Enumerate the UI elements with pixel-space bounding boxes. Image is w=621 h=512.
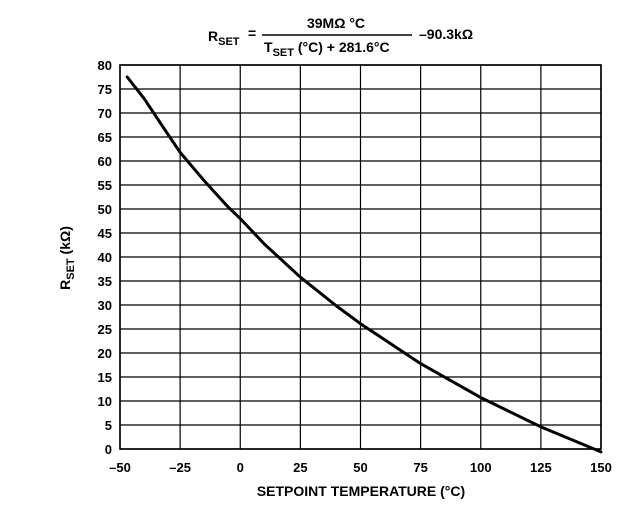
- formula-denominator-rest: (°C) + 281.6°C: [294, 39, 390, 55]
- y-tick-label: 40: [98, 250, 112, 265]
- y-tick-label: 30: [98, 298, 112, 313]
- y-tick-label: 35: [98, 274, 112, 289]
- grid-layer: [119, 64, 602, 450]
- y-tick-label: 75: [98, 82, 112, 97]
- formula-denominator: TSET (°C) + 281.6°C: [264, 39, 390, 59]
- x-tick-label: 150: [590, 460, 612, 475]
- y-tick-label: 15: [98, 370, 112, 385]
- series-layer: [125, 75, 603, 454]
- y-tick-label: 80: [98, 58, 112, 73]
- x-tick-label: 50: [353, 460, 367, 475]
- formula-lhs-sub: SET: [218, 36, 240, 48]
- y-tick-label: 65: [98, 130, 112, 145]
- y-axis-title: RSET (kΩ): [57, 226, 77, 290]
- formula-denominator-sub: SET: [273, 47, 295, 59]
- x-tick-labels: –50 –25 0 25 50 75 100 125 150: [109, 460, 612, 475]
- y-tick-label: 50: [98, 202, 112, 217]
- y-tick-label: 55: [98, 178, 112, 193]
- y-tick-label: 45: [98, 226, 112, 241]
- y-tick-label: 10: [98, 394, 112, 409]
- series-line: [125, 75, 603, 454]
- y-axis-title-sub: SET: [65, 258, 77, 280]
- y-axis-title-rest: (kΩ): [57, 226, 73, 258]
- x-tick-label: 125: [530, 460, 552, 475]
- formula-offset: –90.3kΩ: [419, 26, 473, 42]
- y-tick-label: 70: [98, 106, 112, 121]
- y-tick-label: 5: [105, 418, 112, 433]
- x-tick-label: 75: [413, 460, 427, 475]
- x-tick-label: 0: [237, 460, 244, 475]
- x-tick-label: 100: [470, 460, 492, 475]
- formula-lhs: RSET: [208, 28, 240, 48]
- x-tick-label: –25: [169, 460, 191, 475]
- y-tick-label: 20: [98, 346, 112, 361]
- formula: RSET = 39MΩ °C TSET (°C) + 281.6°C –90.3…: [208, 15, 473, 59]
- formula-numerator: 39MΩ °C: [307, 15, 365, 31]
- formula-equals: =: [248, 25, 256, 41]
- x-tick-label: –50: [109, 460, 131, 475]
- y-tick-label: 25: [98, 322, 112, 337]
- x-axis-title: SETPOINT TEMPERATURE (°C): [257, 483, 465, 499]
- x-tick-label: 25: [293, 460, 307, 475]
- y-tick-labels: 0 5 10 15 20 25 30 35 40 45 50 55 60 65 70 75 80: [98, 58, 112, 457]
- plot-frame: [119, 64, 602, 450]
- y-tick-label: 0: [105, 442, 112, 457]
- y-tick-label: 60: [98, 154, 112, 169]
